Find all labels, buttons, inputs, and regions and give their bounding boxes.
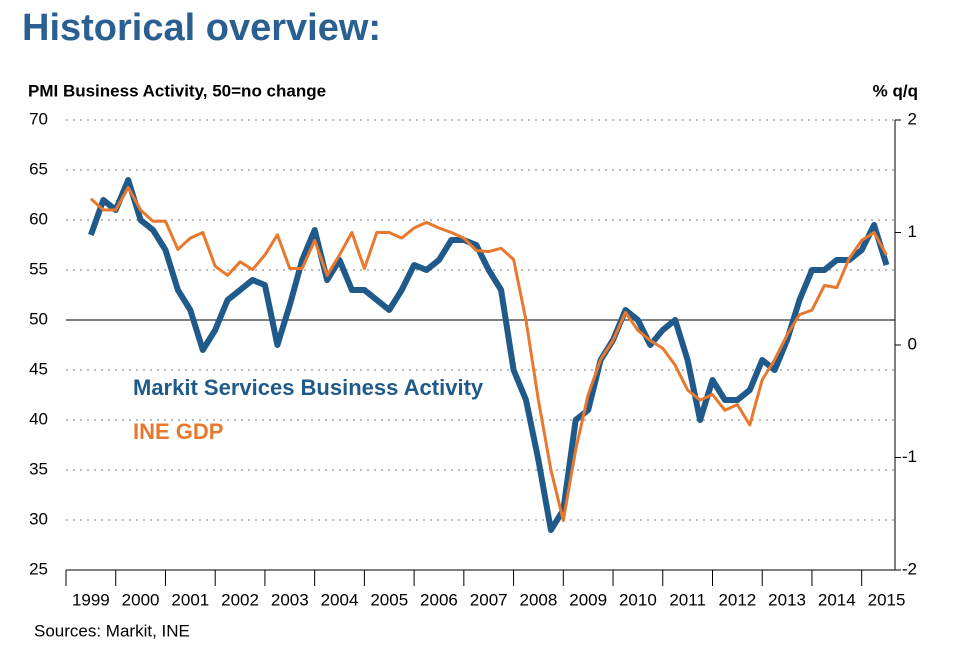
x-tick-label: 2009 xyxy=(569,590,607,609)
legend-label: INE GDP xyxy=(133,419,223,444)
y-tick-label: 45 xyxy=(29,359,48,378)
y-tick-label: 50 xyxy=(29,309,48,328)
source-note: Sources: Markit, INE xyxy=(34,621,190,640)
data-line xyxy=(89,186,888,522)
y2-tick-label: -2 xyxy=(902,559,917,578)
x-tick-label: 1999 xyxy=(72,590,110,609)
y-tick-label: 30 xyxy=(29,509,48,528)
x-tick-label: 2005 xyxy=(370,590,408,609)
x-tick-label: 2002 xyxy=(221,590,259,609)
y2-tick-label: -1 xyxy=(902,447,917,466)
legend-label: Markit Services Business Activity xyxy=(133,375,484,400)
x-tick-label: 2008 xyxy=(520,590,558,609)
x-tick-label: 2013 xyxy=(768,590,806,609)
y-tick-label: 40 xyxy=(29,409,48,428)
page-title: Historical overview: xyxy=(22,7,381,49)
x-tick-label: 2010 xyxy=(619,590,657,609)
y-tick-label: 65 xyxy=(29,159,48,178)
x-tick-label: 2000 xyxy=(122,590,160,609)
x-tick-label: 2003 xyxy=(271,590,309,609)
y2-tick-label: 2 xyxy=(908,109,917,128)
y-tick-label: 55 xyxy=(29,259,48,278)
x-tick-label: 2014 xyxy=(818,590,856,609)
y2-tick-label: 0 xyxy=(908,334,917,353)
x-tick-label: 2007 xyxy=(470,590,508,609)
x-tick-label: 2004 xyxy=(321,590,359,609)
y2-tick-label: 1 xyxy=(908,222,917,241)
y-tick-label: 25 xyxy=(29,559,48,578)
y-tick-label: 60 xyxy=(29,209,48,228)
y2-axis-title: % q/q xyxy=(873,81,918,100)
x-tick-label: 2012 xyxy=(718,590,756,609)
y-tick-label: 35 xyxy=(29,459,48,478)
x-tick-label: 2001 xyxy=(171,590,209,609)
x-tick-label: 2015 xyxy=(868,590,906,609)
data-line xyxy=(88,177,890,533)
x-tick-label: 2006 xyxy=(420,590,458,609)
x-tick-label: 2011 xyxy=(669,590,706,609)
y-axis-title: PMI Business Activity, 50=no change xyxy=(28,81,326,100)
y-tick-label: 70 xyxy=(29,109,48,128)
